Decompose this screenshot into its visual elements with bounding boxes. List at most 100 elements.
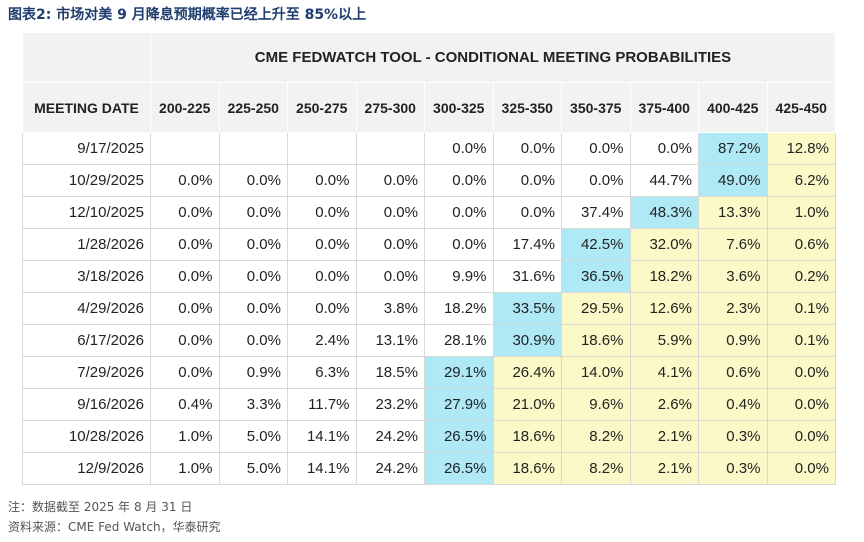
probability-cell	[287, 132, 357, 165]
probability-cell: 2.6%	[629, 388, 699, 421]
column-header: 400-425	[698, 82, 768, 133]
table-row: 7/29/2026 0.0% 0.9% 6.3% 18.5% 29.1% 26.4% 14.0…	[22, 356, 836, 389]
meeting-date: 12/10/2025	[22, 196, 151, 229]
probability-cell: 18.5%	[355, 356, 425, 389]
figure-title: 图表2: 市场对美 9 月降息预期概率已经上升至 85%以上	[8, 7, 367, 23]
probability-cell: 18.6%	[492, 452, 562, 485]
probability-cell: 6.2%	[766, 164, 836, 197]
probability-cell: 87.2%	[698, 132, 768, 165]
probability-cell: 0.6%	[766, 228, 836, 261]
probability-cell: 0.0%	[150, 196, 220, 229]
column-header: 375-400	[629, 82, 699, 133]
note: 注：数据截至 2025 年 8 月 31 日	[8, 500, 193, 514]
probability-cell: 0.9%	[698, 324, 768, 357]
probability-cell: 26.5%	[424, 452, 494, 485]
probability-cell	[355, 132, 425, 165]
meeting-date: 7/29/2026	[22, 356, 151, 389]
table-row: 10/28/2026 1.0% 5.0% 14.1% 24.2% 26.5% 18.6% 8.…	[22, 420, 836, 453]
probability-cell: 13.1%	[355, 324, 425, 357]
probability-cell: 1.0%	[150, 452, 220, 485]
probability-cell: 0.0%	[629, 132, 699, 165]
probability-cell: 13.3%	[698, 196, 768, 229]
probability-cell: 26.4%	[492, 356, 562, 389]
column-row: MEETING DATE 200-225 225-250 250-275 275-300…	[22, 82, 836, 133]
probability-cell: 21.0%	[492, 388, 562, 421]
probability-cell: 0.0%	[355, 260, 425, 293]
column-header: 200-225	[150, 82, 220, 133]
probability-cell: 0.0%	[355, 196, 425, 229]
probability-cell: 17.4%	[492, 228, 562, 261]
probability-cell: 8.2%	[561, 420, 631, 453]
probability-cell: 18.2%	[629, 260, 699, 293]
probability-cell: 48.3%	[629, 196, 699, 229]
probability-cell: 0.0%	[424, 164, 494, 197]
meeting-date: 4/29/2026	[22, 292, 151, 325]
probability-cell: 4.1%	[629, 356, 699, 389]
probability-cell: 0.1%	[766, 292, 836, 325]
probability-cell: 29.1%	[424, 356, 494, 389]
probability-cell: 30.9%	[492, 324, 562, 357]
probability-cell: 11.7%	[287, 388, 357, 421]
meeting-date: 6/17/2026	[22, 324, 151, 357]
probability-cell: 0.0%	[492, 164, 562, 197]
probability-cell: 37.4%	[561, 196, 631, 229]
probability-cell: 0.0%	[218, 228, 288, 261]
probability-cell: 0.0%	[355, 164, 425, 197]
probability-cell: 23.2%	[355, 388, 425, 421]
probability-cell: 0.0%	[561, 132, 631, 165]
probability-cell: 0.0%	[150, 164, 220, 197]
probability-cell: 24.2%	[355, 452, 425, 485]
meeting-date: 9/16/2026	[22, 388, 151, 421]
probability-cell: 18.2%	[424, 292, 494, 325]
probability-cell: 0.0%	[355, 228, 425, 261]
probability-cell: 3.8%	[355, 292, 425, 325]
column-header: 350-375	[561, 82, 631, 133]
table-row: 1/28/2026 0.0% 0.0% 0.0% 0.0% 0.0% 17.4% 42.5% 3…	[22, 228, 836, 261]
probability-cell: 0.0%	[218, 324, 288, 357]
probability-cell: 0.1%	[766, 324, 836, 357]
title-row: CME FEDWATCH TOOL - CONDITIONAL MEETING …	[22, 32, 836, 83]
probability-cell: 0.0%	[492, 196, 562, 229]
probability-cell: 7.6%	[698, 228, 768, 261]
meeting-date: 10/28/2026	[22, 420, 151, 453]
probability-cell: 0.0%	[218, 292, 288, 325]
probability-cell: 32.0%	[629, 228, 699, 261]
probability-cell: 0.3%	[698, 420, 768, 453]
probability-cell: 2.1%	[629, 452, 699, 485]
probability-cell: 6.3%	[287, 356, 357, 389]
probability-cell: 0.0%	[218, 164, 288, 197]
probability-cell: 0.0%	[766, 388, 836, 421]
probability-cell: 12.6%	[629, 292, 699, 325]
column-header: 225-250	[218, 82, 288, 133]
meeting-date: 10/29/2025	[22, 164, 151, 197]
probability-cell: 31.6%	[492, 260, 562, 293]
probability-cell: 0.2%	[766, 260, 836, 293]
probability-cell: 0.4%	[150, 388, 220, 421]
probability-cell: 28.1%	[424, 324, 494, 357]
probability-cell: 1.0%	[766, 196, 836, 229]
corner-cell	[22, 32, 151, 83]
probability-cell: 0.4%	[698, 388, 768, 421]
probability-cell: 12.8%	[766, 132, 836, 165]
probability-cell: 36.5%	[561, 260, 631, 293]
probability-cell	[218, 132, 288, 165]
probability-cell: 0.0%	[287, 196, 357, 229]
probability-cell: 0.0%	[287, 164, 357, 197]
probability-cell: 0.6%	[698, 356, 768, 389]
probability-cell: 0.0%	[492, 132, 562, 165]
probability-cell: 0.0%	[424, 132, 494, 165]
probability-cell: 0.0%	[424, 196, 494, 229]
probability-cell: 0.0%	[766, 420, 836, 453]
meeting-date: 12/9/2026	[22, 452, 151, 485]
meeting-date: 1/28/2026	[22, 228, 151, 261]
probability-cell: 18.6%	[492, 420, 562, 453]
probability-cell: 33.5%	[492, 292, 562, 325]
probability-cell: 18.6%	[561, 324, 631, 357]
meeting-date: 9/17/2025	[22, 132, 151, 165]
probability-cell: 0.0%	[424, 228, 494, 261]
probability-cell: 0.0%	[561, 164, 631, 197]
table-row: 4/29/2026 0.0% 0.0% 0.0% 3.8% 18.2% 33.5% 29.5%…	[22, 292, 836, 325]
column-header: 425-450	[766, 82, 836, 133]
probability-table: CME FEDWATCH TOOL - CONDITIONAL MEETING …	[22, 32, 836, 485]
